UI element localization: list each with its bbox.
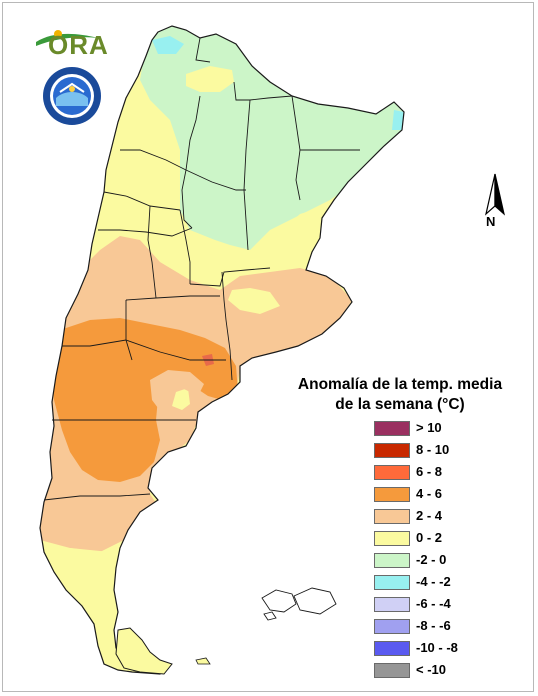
malvinas-islands xyxy=(261,587,337,621)
legend-title-line1: Anomalía de la temp. media xyxy=(297,376,503,393)
legend-swatch xyxy=(374,641,410,656)
ora-logo: ORA xyxy=(34,28,108,60)
legend-swatch xyxy=(374,421,410,436)
legend-swatch xyxy=(374,575,410,590)
tierra-del-fuego xyxy=(115,627,211,675)
legend-swatch xyxy=(374,663,410,678)
legend-swatch xyxy=(374,487,410,502)
legend-swatch xyxy=(374,465,410,480)
legend-swatch xyxy=(374,553,410,568)
legend-label: -8 - -6 xyxy=(416,618,451,633)
smn-logo xyxy=(42,66,102,126)
legend-title-line2: de la semana (°C) xyxy=(335,396,465,413)
legend: Anomalía de la temp. media de la semana … xyxy=(290,375,510,678)
legend-label: 2 - 4 xyxy=(416,508,443,523)
legend-label: -2 - 0 xyxy=(416,552,447,567)
ora-logo-text: ORA xyxy=(48,30,109,60)
legend-label: -4 - -2 xyxy=(416,574,451,589)
legend-label: 6 - 8 xyxy=(416,464,443,479)
province-borders xyxy=(43,37,360,501)
legend-label: < -10 xyxy=(416,662,446,677)
north-arrow-icon xyxy=(485,173,505,216)
legend-label: 0 - 2 xyxy=(416,530,443,545)
legend-label: -6 - -4 xyxy=(416,596,451,611)
legend-label: > 10 xyxy=(416,420,442,435)
legend-label: 4 - 6 xyxy=(416,486,443,501)
legend-label: 8 - 10 xyxy=(416,442,450,457)
north-label: N xyxy=(486,214,496,229)
legend-swatch xyxy=(374,443,410,458)
legend-swatch xyxy=(374,619,410,634)
legend-label: -10 - -8 xyxy=(416,640,458,655)
legend-swatch xyxy=(374,509,410,524)
legend-swatch xyxy=(374,597,410,612)
legend-swatch xyxy=(374,531,410,546)
